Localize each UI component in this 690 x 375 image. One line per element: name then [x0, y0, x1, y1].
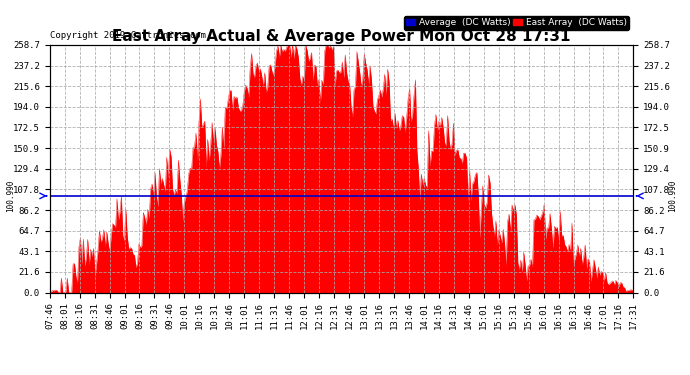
- Legend: Average  (DC Watts), East Array  (DC Watts): Average (DC Watts), East Array (DC Watts…: [404, 16, 629, 30]
- Text: Copyright 2019 Cartronics.com: Copyright 2019 Cartronics.com: [50, 31, 206, 40]
- Title: East Array Actual & Average Power Mon Oct 28 17:31: East Array Actual & Average Power Mon Oc…: [112, 29, 571, 44]
- Text: 100.990: 100.990: [6, 180, 15, 212]
- Text: 100.990: 100.990: [668, 180, 677, 212]
